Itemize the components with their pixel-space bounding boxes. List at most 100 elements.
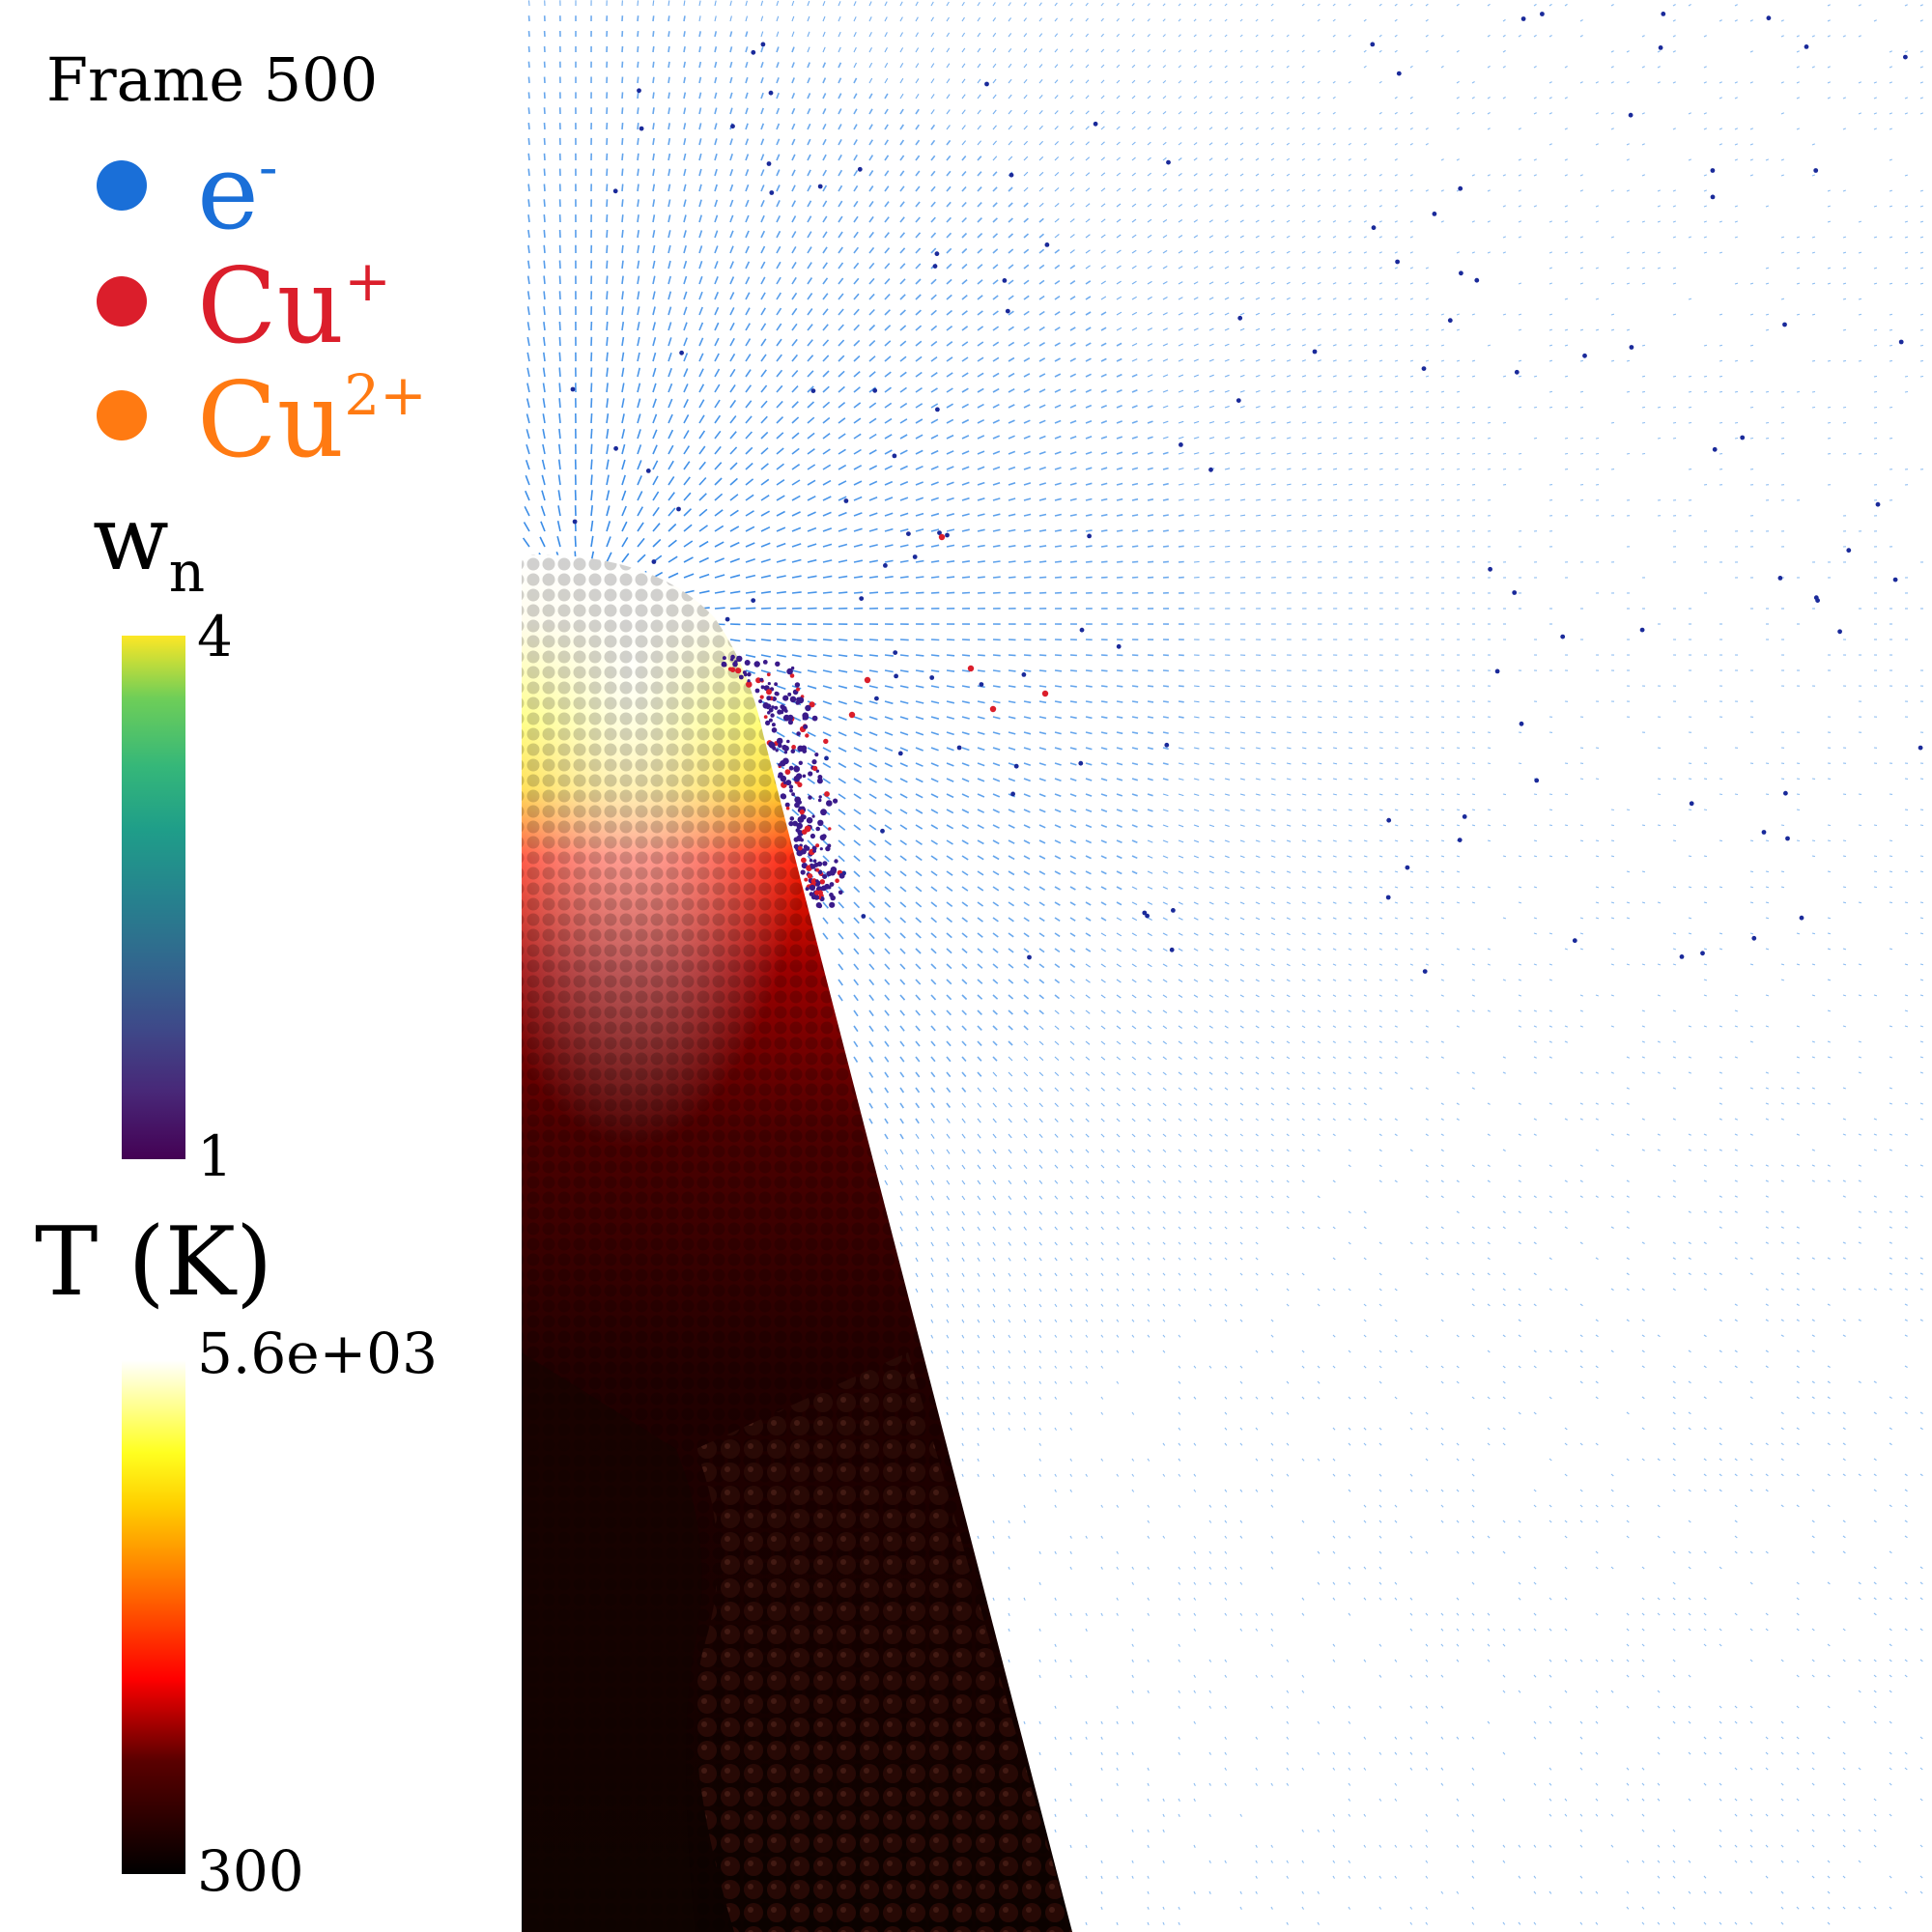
field-arrow <box>1069 654 1077 657</box>
field-arrow <box>1363 127 1367 130</box>
field-arrow <box>1487 839 1492 842</box>
field-arrow <box>1471 1009 1475 1012</box>
field-arrow <box>1100 1195 1105 1200</box>
field-arrow <box>946 994 952 1001</box>
field-arrow <box>884 716 894 721</box>
field-arrow <box>961 125 966 130</box>
field-arrow <box>1054 576 1063 579</box>
field-arrow <box>977 1056 982 1062</box>
field-arrow <box>1131 156 1136 161</box>
field-arrow <box>1471 375 1476 378</box>
field-arrow <box>1301 266 1306 270</box>
field-arrow <box>1008 1118 1012 1123</box>
field-arrow <box>1193 358 1199 362</box>
field-arrow <box>868 932 875 940</box>
field-arrow <box>1147 265 1152 270</box>
field-arrow <box>946 341 953 347</box>
field-arrow <box>899 93 904 99</box>
field-arrow <box>1641 174 1646 177</box>
field-arrow <box>1425 870 1430 873</box>
field-arrow <box>1502 313 1507 316</box>
field-arrow <box>838 46 841 53</box>
field-arrow <box>776 323 782 331</box>
field-arrow <box>1178 96 1182 99</box>
field-arrow <box>1069 311 1076 316</box>
field-arrow <box>637 491 643 501</box>
field-arrow <box>1842 189 1846 192</box>
field-arrow <box>1873 406 1878 409</box>
field-arrow <box>1348 220 1351 223</box>
field-arrow <box>899 185 905 192</box>
field-arrow <box>1749 50 1753 53</box>
field-arrow <box>683 123 687 130</box>
field-arrow <box>884 762 894 768</box>
field-arrow <box>1811 1040 1815 1043</box>
field-arrow <box>1688 1133 1691 1136</box>
field-arrow <box>637 137 639 146</box>
field-arrow <box>527 168 530 177</box>
field-arrow <box>884 793 893 799</box>
field-arrow <box>930 1164 935 1170</box>
field-arrow <box>1317 375 1321 378</box>
field-arrow <box>1378 1025 1382 1028</box>
field-arrow <box>992 341 1000 347</box>
field-arrow <box>1579 236 1584 239</box>
field-arrow <box>1456 901 1461 904</box>
field-arrow <box>1038 373 1046 378</box>
field-arrow <box>1811 66 1815 69</box>
field-arrow <box>1827 406 1832 409</box>
field-arrow <box>822 123 827 130</box>
field-arrow <box>1332 716 1338 719</box>
field-arrow <box>868 778 877 783</box>
field-arrow <box>899 1133 904 1140</box>
field-arrow <box>915 669 924 673</box>
field-arrow <box>1440 1195 1444 1199</box>
field-arrow <box>1239 778 1245 781</box>
field-arrow <box>1672 1164 1676 1167</box>
field-arrow <box>1038 778 1046 782</box>
field-arrow <box>1719 1102 1723 1105</box>
field-arrow <box>1239 886 1245 890</box>
field-arrow <box>1008 747 1016 751</box>
field-arrow <box>1301 529 1307 532</box>
field-arrow <box>884 824 893 831</box>
field-arrow <box>1610 948 1615 951</box>
field-arrow <box>683 430 690 440</box>
field-arrow <box>961 497 970 501</box>
field-arrow <box>1224 157 1229 161</box>
field-arrow <box>1363 282 1368 285</box>
field-arrow <box>1672 236 1676 239</box>
field-arrow <box>760 463 769 470</box>
field-arrow <box>1100 793 1108 797</box>
field-arrow <box>652 475 659 486</box>
field-arrow <box>1564 251 1568 254</box>
field-arrow <box>884 294 891 300</box>
field-arrow <box>1054 141 1059 146</box>
field-arrow <box>1301 731 1307 734</box>
field-arrow <box>1255 219 1260 223</box>
field-arrow <box>899 979 906 985</box>
field-arrow <box>543 153 546 161</box>
field-arrow <box>1100 141 1105 146</box>
field-arrow <box>1038 528 1047 532</box>
field-arrow <box>1317 778 1322 781</box>
field-arrow <box>1255 452 1261 455</box>
field-arrow <box>1239 297 1245 300</box>
field-arrow <box>977 32 981 38</box>
field-arrow <box>1610 994 1614 997</box>
field-arrow <box>915 294 922 300</box>
field-arrow <box>1827 4 1831 7</box>
field-arrow <box>992 450 1001 455</box>
field-arrow <box>1255 1118 1259 1122</box>
field-arrow <box>1641 66 1645 69</box>
field-arrow <box>1100 917 1107 922</box>
field-arrow <box>683 476 691 486</box>
field-arrow <box>1054 33 1059 38</box>
field-arrow <box>1518 1164 1521 1167</box>
field-arrow <box>899 544 909 548</box>
field-arrow <box>1564 236 1569 239</box>
field-arrow <box>1270 716 1276 719</box>
field-arrow <box>822 46 826 53</box>
field-arrow <box>606 443 610 455</box>
field-arrow <box>1317 157 1321 161</box>
